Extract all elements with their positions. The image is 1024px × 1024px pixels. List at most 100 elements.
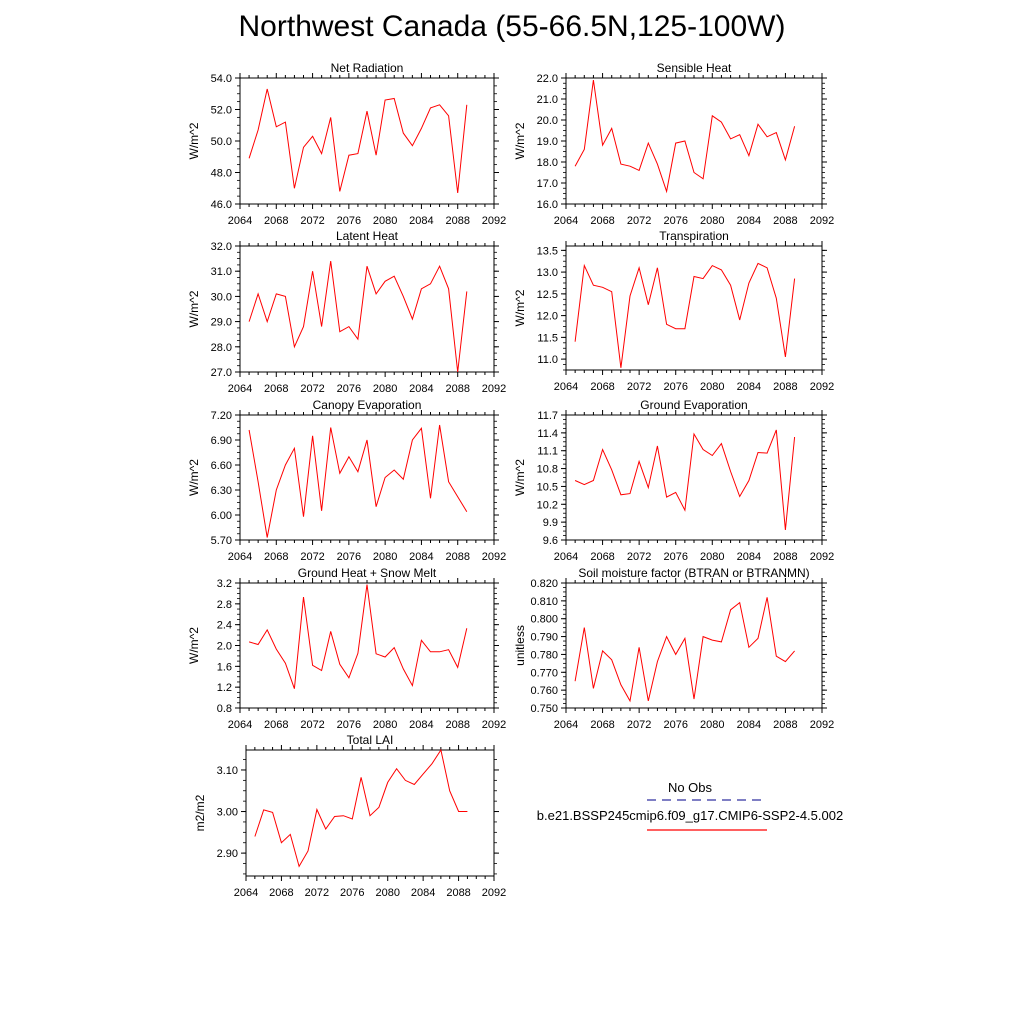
y-axis-label: W/m^2 [187, 122, 201, 159]
legend-model-line [647, 829, 767, 831]
series-line [248, 584, 468, 689]
x-tick-label: 2068 [264, 719, 288, 731]
chart-panel-9: Total LAI 2064 2068 2072 2076 2080 2084 2088 209… [193, 733, 506, 899]
y-tick-label: 48.0 [211, 168, 232, 180]
y-tick-label: 19.0 [537, 136, 558, 148]
x-tick-label: 2076 [663, 719, 687, 731]
y-tick-label: 1.6 [217, 661, 232, 673]
panel-title: Transpiration [659, 229, 729, 243]
x-tick-label: 2064 [554, 719, 578, 731]
x-tick-label: 2080 [700, 215, 724, 227]
y-axis-label: W/m^2 [187, 627, 201, 664]
chart-panel-2: Sensible Heat 2064 2068 2072 2076 2080 2084 208… [513, 61, 834, 227]
x-tick-label: 2092 [810, 719, 834, 731]
x-tick-label: 2064 [228, 215, 252, 227]
y-tick-label: 9.6 [543, 535, 558, 547]
x-tick-label: 2076 [337, 383, 361, 395]
series-line [248, 424, 468, 538]
plot-frame [239, 77, 495, 205]
x-tick-label: 2088 [445, 215, 469, 227]
y-tick-label: 13.0 [537, 267, 558, 279]
x-tick-label: 2088 [445, 551, 469, 563]
plot-frame [239, 414, 495, 541]
x-tick-label: 2092 [482, 887, 506, 899]
x-tick-label: 2080 [700, 719, 724, 731]
x-tick-label: 2076 [337, 215, 361, 227]
x-tick-label: 2084 [737, 381, 761, 393]
x-tick-label: 2080 [375, 887, 399, 899]
x-tick-label: 2064 [554, 551, 578, 563]
x-tick-label: 2072 [627, 381, 651, 393]
x-tick-label: 2068 [264, 551, 288, 563]
panel-title: Total LAI [347, 733, 394, 747]
panel-title: Ground Evaporation [640, 398, 747, 412]
x-tick-label: 2080 [700, 551, 724, 563]
y-tick-label: 27.0 [211, 367, 232, 379]
series-line [574, 262, 796, 368]
y-tick-label: 10.5 [537, 481, 558, 493]
y-tick-label: 10.2 [537, 499, 558, 511]
x-tick-label: 2064 [554, 215, 578, 227]
y-tick-label: 5.70 [211, 535, 232, 547]
y-tick-label: 46.0 [211, 199, 232, 211]
y-tick-label: 3.10 [217, 765, 238, 777]
plot-frame [239, 582, 495, 709]
chart-panel-8: Soil moisture factor (BTRAN or BTRANMN) 2… [513, 566, 834, 731]
y-tick-label: 3.2 [217, 578, 232, 590]
page-title: Northwest Canada (55-66.5N,125-100W) [238, 10, 786, 43]
y-tick-label: 11.1 [537, 446, 558, 458]
y-tick-label: 0.810 [530, 596, 558, 608]
series-line [574, 80, 796, 194]
x-tick-label: 2072 [300, 215, 324, 227]
x-tick-label: 2068 [590, 215, 614, 227]
y-tick-label: 11.4 [537, 428, 558, 440]
x-tick-label: 2076 [337, 719, 361, 731]
x-tick-label: 2068 [590, 381, 614, 393]
y-axis-label: W/m^2 [513, 459, 527, 496]
x-tick-label: 2068 [269, 887, 293, 899]
x-tick-label: 2068 [264, 383, 288, 395]
y-tick-label: 2.90 [217, 848, 238, 860]
y-tick-label: 20.0 [537, 115, 558, 127]
y-tick-label: 2.8 [217, 599, 232, 611]
x-tick-label: 2092 [810, 551, 834, 563]
panel-title: Ground Heat + Snow Melt [298, 566, 437, 580]
x-tick-label: 2088 [445, 383, 469, 395]
y-tick-label: 12.5 [537, 289, 558, 301]
y-tick-label: 31.0 [211, 266, 232, 278]
y-tick-label: 50.0 [211, 136, 232, 148]
x-tick-label: 2088 [773, 215, 797, 227]
y-tick-label: 17.0 [537, 178, 558, 190]
x-tick-label: 2068 [590, 719, 614, 731]
x-tick-label: 2092 [810, 215, 834, 227]
x-tick-label: 2076 [337, 551, 361, 563]
y-axis-label: W/m^2 [187, 290, 201, 327]
chart-panel-4: Transpiration 2064 2068 2072 2076 2080 2084 208… [513, 229, 834, 393]
x-tick-label: 2076 [663, 215, 687, 227]
x-tick-label: 2072 [300, 383, 324, 395]
y-tick-label: 16.0 [537, 199, 558, 211]
y-axis-label: W/m^2 [187, 459, 201, 496]
x-tick-label: 2080 [373, 383, 397, 395]
x-tick-label: 2084 [737, 551, 761, 563]
series-line [254, 748, 468, 868]
x-tick-label: 2092 [810, 381, 834, 393]
chart-panel-1: Net Radiation 2064 2068 2072 2076 2080 2084 208… [187, 61, 506, 227]
y-tick-label: 0.760 [530, 685, 558, 697]
x-tick-label: 2088 [773, 719, 797, 731]
x-tick-label: 2076 [663, 551, 687, 563]
x-tick-label: 2084 [737, 719, 761, 731]
x-tick-label: 2072 [627, 551, 651, 563]
y-tick-label: 0.770 [530, 667, 558, 679]
x-tick-label: 2072 [627, 215, 651, 227]
y-tick-label: 12.0 [537, 311, 558, 323]
series-line [248, 261, 468, 373]
y-tick-label: 9.9 [543, 517, 558, 529]
x-tick-label: 2088 [446, 887, 470, 899]
x-tick-label: 2080 [373, 551, 397, 563]
x-tick-label: 2080 [373, 719, 397, 731]
x-tick-label: 2092 [482, 215, 506, 227]
y-tick-label: 21.0 [537, 94, 558, 106]
x-tick-label: 2072 [305, 887, 329, 899]
